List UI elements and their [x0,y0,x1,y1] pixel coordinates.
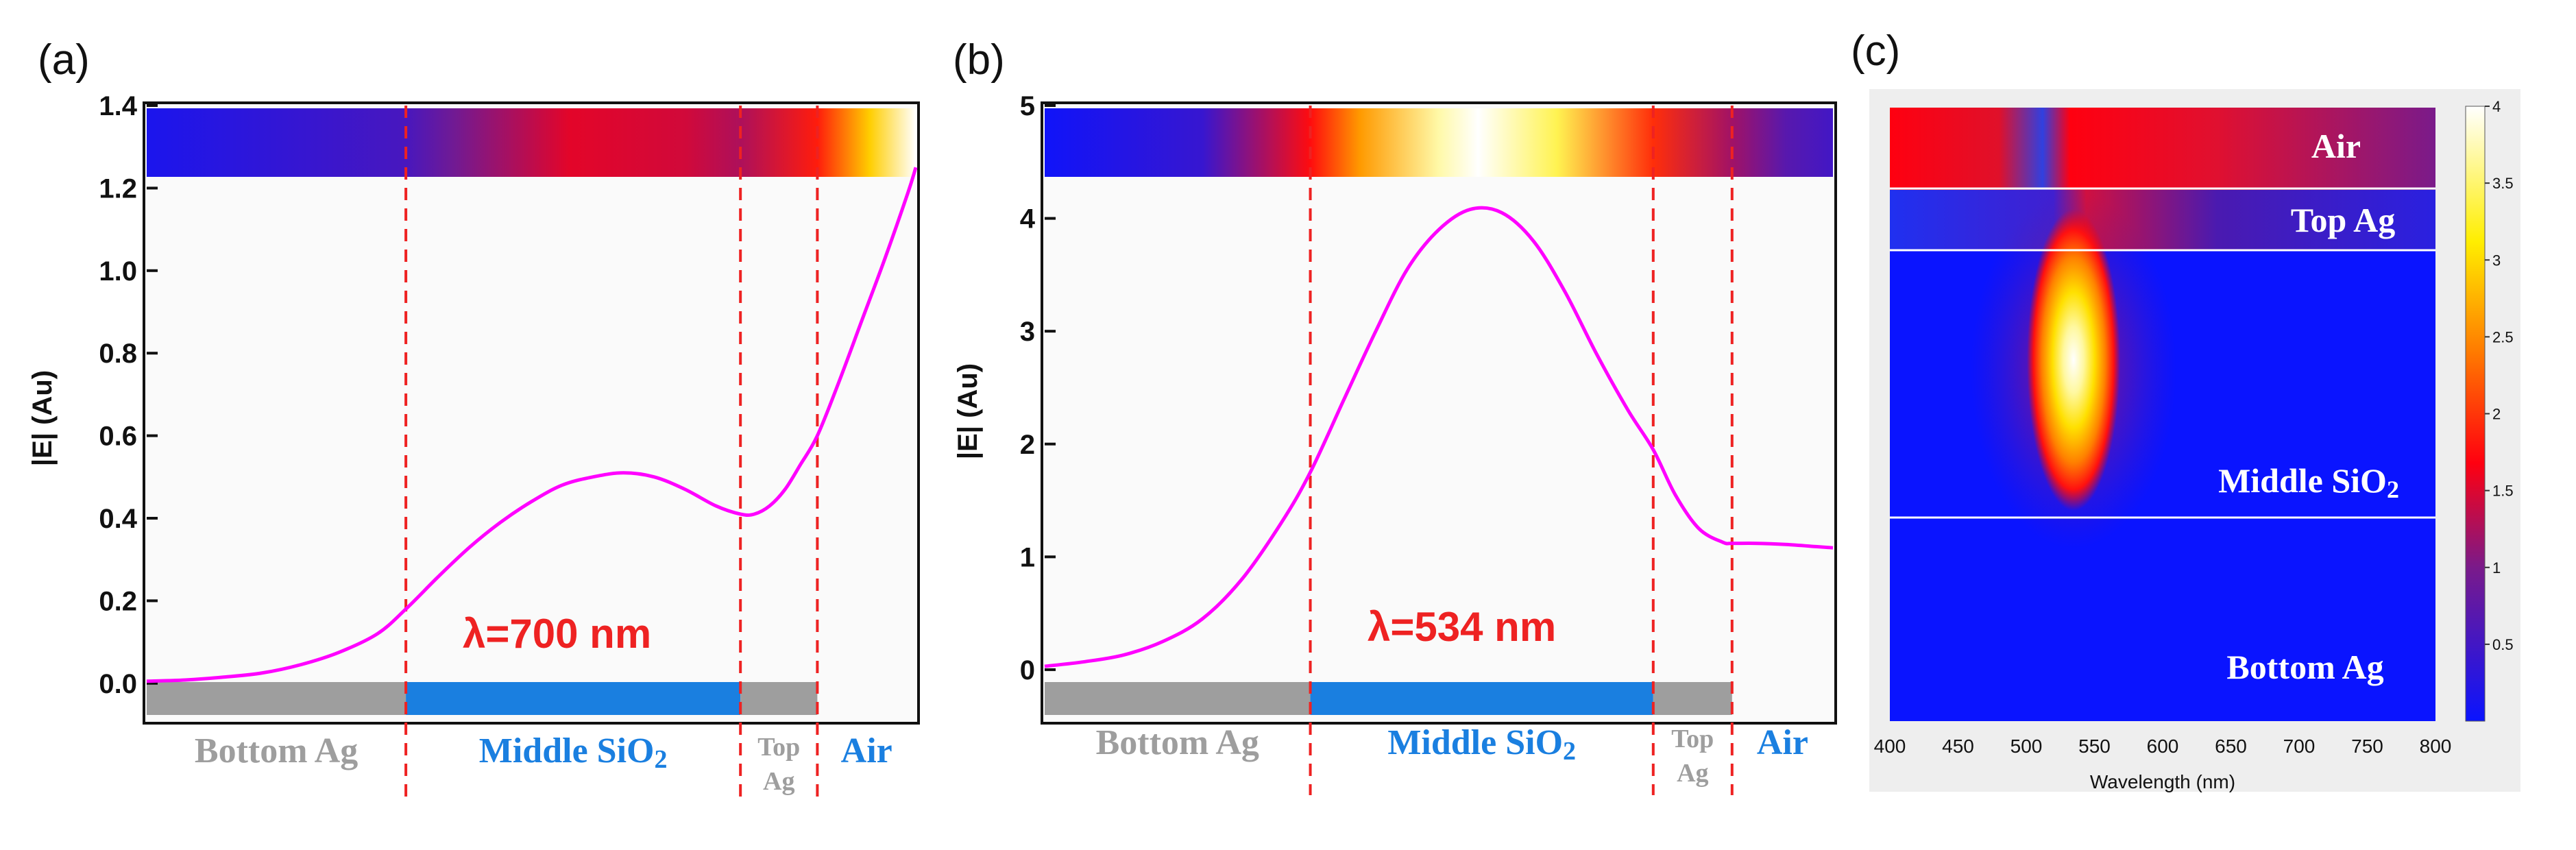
y-tick-label: 1.4 [99,91,137,121]
layer-bar-top-ag [740,682,818,715]
colorbar-tick-label: 0.5 [2492,636,2514,653]
map-label-bottom-ag: Bottom Ag [2226,648,2383,686]
y-axis-label-a: |E| (Au) [27,370,58,466]
colorbar-tick-label: 1 [2492,559,2501,576]
x-axis-label-c: Wavelength (nm) [2090,771,2235,792]
y-tick-label: 0 [1020,655,1035,685]
layer-label-top-ag: Top Ag [757,733,800,796]
layer-bar-bottom-ag [147,682,406,715]
x-tick-label: 650 [2215,736,2247,757]
layer-bar-middle-sio2 [1310,682,1653,715]
layer-bars-b [1045,682,1732,715]
layer-bar-bottom-ag [1045,682,1311,715]
layer-label-bottom-ag: Bottom Ag [1096,723,1259,762]
panel-label-b: (b) [953,36,1005,84]
layer-label-air: Air [841,731,892,770]
y-tick-label: 0.0 [99,669,137,699]
layer-labels-a: Bottom Ag Middle SiO2 Top Ag Air [195,731,892,796]
y-tick-label: 1.0 [99,256,137,287]
x-tick-label: 550 [2078,736,2111,757]
x-tick-label: 800 [2420,736,2452,757]
layer-labels-b: Bottom Ag Middle SiO2 Top Ag Air [1096,723,1808,788]
wavelength-annotation-a: λ=700 nm [463,611,651,657]
panel-a: (a) 0.0 0.2 0.4 0.6 0.8 1.0 1.2 1.4 λ=700 nm |E… [27,36,920,803]
colorbar-tick-label: 2 [2492,406,2501,423]
y-axis-label-b: |E| (Au) [953,363,983,459]
x-tick-label: 400 [1874,736,1906,757]
plot-frame-b [1041,101,1837,725]
x-tick-label: 600 [2147,736,2179,757]
x-tick-label: 700 [2283,736,2316,757]
panel-label-a: (a) [38,36,90,84]
y-tick-label: 2 [1020,430,1035,460]
layer-label-middle-sio2: Middle SiO2 [1387,723,1576,766]
boundary-lines-b [1309,106,1734,795]
x-tick-label: 450 [1942,736,1974,757]
colorbar-tick-label: 2.5 [2492,328,2514,345]
y-axis-b: 0 1 2 3 4 5 [1020,91,1056,685]
panel-label-c: (c) [1851,27,1900,75]
y-tick-label: 5 [1020,91,1035,121]
y-tick-label: 1.2 [99,173,137,204]
wavelength-annotation-b: λ=534 nm [1368,604,1556,650]
boundary-lines-a [404,106,819,803]
layer-label-air: Air [1757,723,1808,762]
colorbar-tick-label: 3 [2492,252,2501,269]
panel-c: (c) Air Top Ag Middle SiO2 Bottom Ag 400… [1851,27,2520,792]
heatmap-top-ag-region [1890,190,2435,250]
colorbar-tick-label: 4 [2492,98,2501,115]
y-axis-a: 0.0 0.2 0.4 0.6 0.8 1.0 1.2 1.4 [99,91,158,699]
map-label-middle-sio2: Middle SiO2 [2218,461,2399,503]
layer-label-bottom-ag: Bottom Ag [195,731,358,770]
plot-frame-a [143,101,920,725]
layer-label-middle-sio2: Middle SiO2 [479,731,668,774]
efield-curve-b [1044,206,1834,668]
y-tick-label: 3 [1020,317,1035,347]
y-tick-label: 0.2 [99,586,137,616]
field-strip-a [147,108,916,177]
map-label-top-ag: Top Ag [2291,201,2395,239]
layer-bars-a [147,682,818,715]
panel-b: (b) 0 1 2 3 4 5 λ=534 nm |E| (Au) Bottom Ag Mi… [953,36,1837,795]
field-strip-b [1045,108,1833,177]
y-tick-label: 0.6 [99,422,137,452]
heatmap-air-region [1890,108,2435,190]
colorbar-tick-label: 3.5 [2492,175,2514,192]
heatmap-hotspot [2027,209,2120,511]
layer-label-top-ag: Top Ag [1671,725,1714,788]
x-axis-c: 400 450 500 550 600 650 700 750 800 [1874,736,2452,757]
layer-bar-middle-sio2 [406,682,741,715]
y-tick-label: 0.4 [99,504,137,534]
colorbar [2465,106,2486,722]
heatmap [1890,108,2435,721]
colorbar-tick-label: 1.5 [2492,483,2514,500]
map-label-air: Air [2311,127,2361,165]
x-tick-label: 500 [2010,736,2043,757]
y-tick-label: 4 [1020,204,1036,234]
y-tick-label: 0.8 [99,339,137,369]
colorbar-ticks: 0.5 1 1.5 2 2.5 3 3.5 4 [2485,98,2514,653]
efield-curve-a [146,167,918,683]
layer-bar-top-ag [1653,682,1732,715]
y-tick-label: 1 [1020,542,1035,572]
x-tick-label: 750 [2351,736,2383,757]
